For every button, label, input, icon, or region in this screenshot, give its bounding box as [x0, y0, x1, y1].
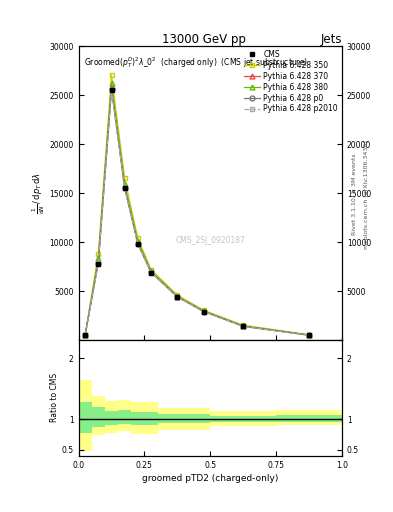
Legend: CMS, Pythia 6.428 350, Pythia 6.428 370, Pythia 6.428 380, Pythia 6.428 p0, Pyth: CMS, Pythia 6.428 350, Pythia 6.428 370,… — [244, 50, 338, 114]
Text: Groomed$(p_T^D)^2\lambda\_0^2$  (charged only)  (CMS jet substructure): Groomed$(p_T^D)^2\lambda\_0^2$ (charged … — [84, 55, 308, 70]
Text: 13000 GeV pp: 13000 GeV pp — [162, 33, 246, 46]
X-axis label: groomed pTD2 (charged-only): groomed pTD2 (charged-only) — [142, 474, 279, 483]
Text: mcplots.cern.ch [arXiv:1306.3436]: mcplots.cern.ch [arXiv:1306.3436] — [364, 140, 369, 249]
Y-axis label: Ratio to CMS: Ratio to CMS — [50, 373, 59, 422]
Text: CMS_2SJ_0920187: CMS_2SJ_0920187 — [175, 236, 245, 245]
Text: Rivet 3.1.10, ≥ 3M events: Rivet 3.1.10, ≥ 3M events — [352, 154, 357, 236]
Y-axis label: $\frac{1}{\mathrm{d}N}\,/\,\mathrm{d}p_T\,\mathrm{d}\lambda$: $\frac{1}{\mathrm{d}N}\,/\,\mathrm{d}p_T… — [30, 172, 47, 214]
Text: Jets: Jets — [320, 33, 342, 46]
